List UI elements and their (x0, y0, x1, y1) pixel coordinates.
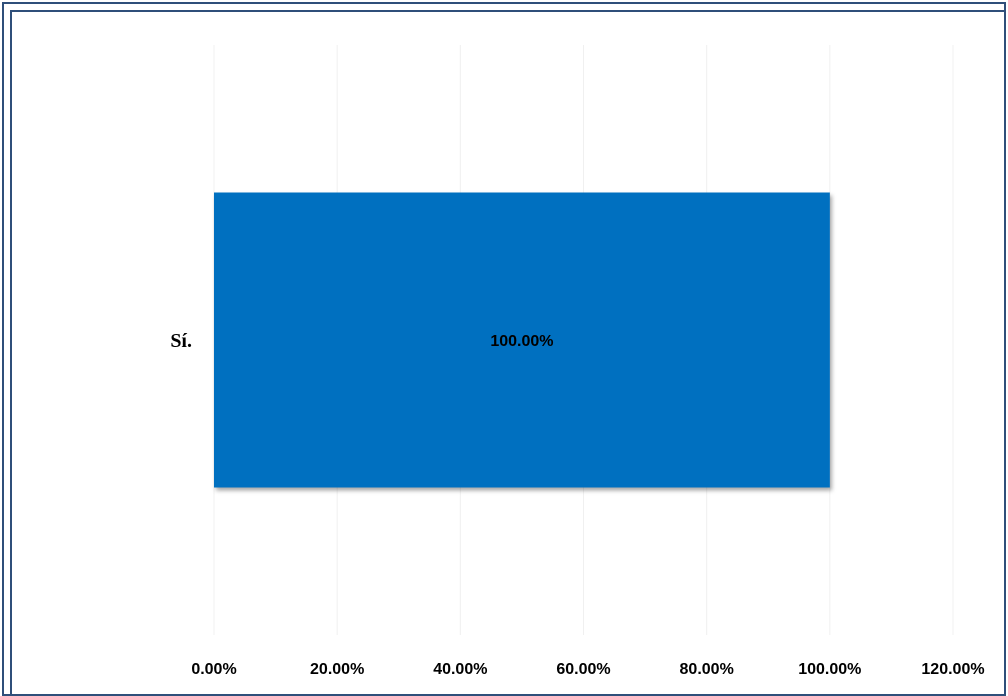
x-tick-label-5: 100.00% (798, 661, 861, 678)
data-labels: 100.00% (490, 333, 553, 350)
bar-0 (214, 192, 830, 488)
category-label-0: Sí. (170, 330, 192, 352)
x-tick-label-3: 60.00% (556, 661, 610, 678)
category-labels: Sí. (170, 330, 192, 352)
x-tick-label-0: 0.00% (191, 661, 236, 678)
x-tick-label-1: 20.00% (310, 661, 364, 678)
bars (214, 192, 830, 488)
chart-frame-inner-border (10, 10, 1004, 694)
data-label-0: 100.00% (490, 333, 553, 350)
x-axis-tick-labels: 0.00% 20.00% 40.00% 60.00% 80.00% 100.00% 120.… (191, 661, 984, 678)
x-tick-label-2: 40.00% (433, 661, 487, 678)
x-tick-label-4: 80.00% (680, 661, 734, 678)
x-tick-label-6: 120.00% (921, 661, 984, 678)
